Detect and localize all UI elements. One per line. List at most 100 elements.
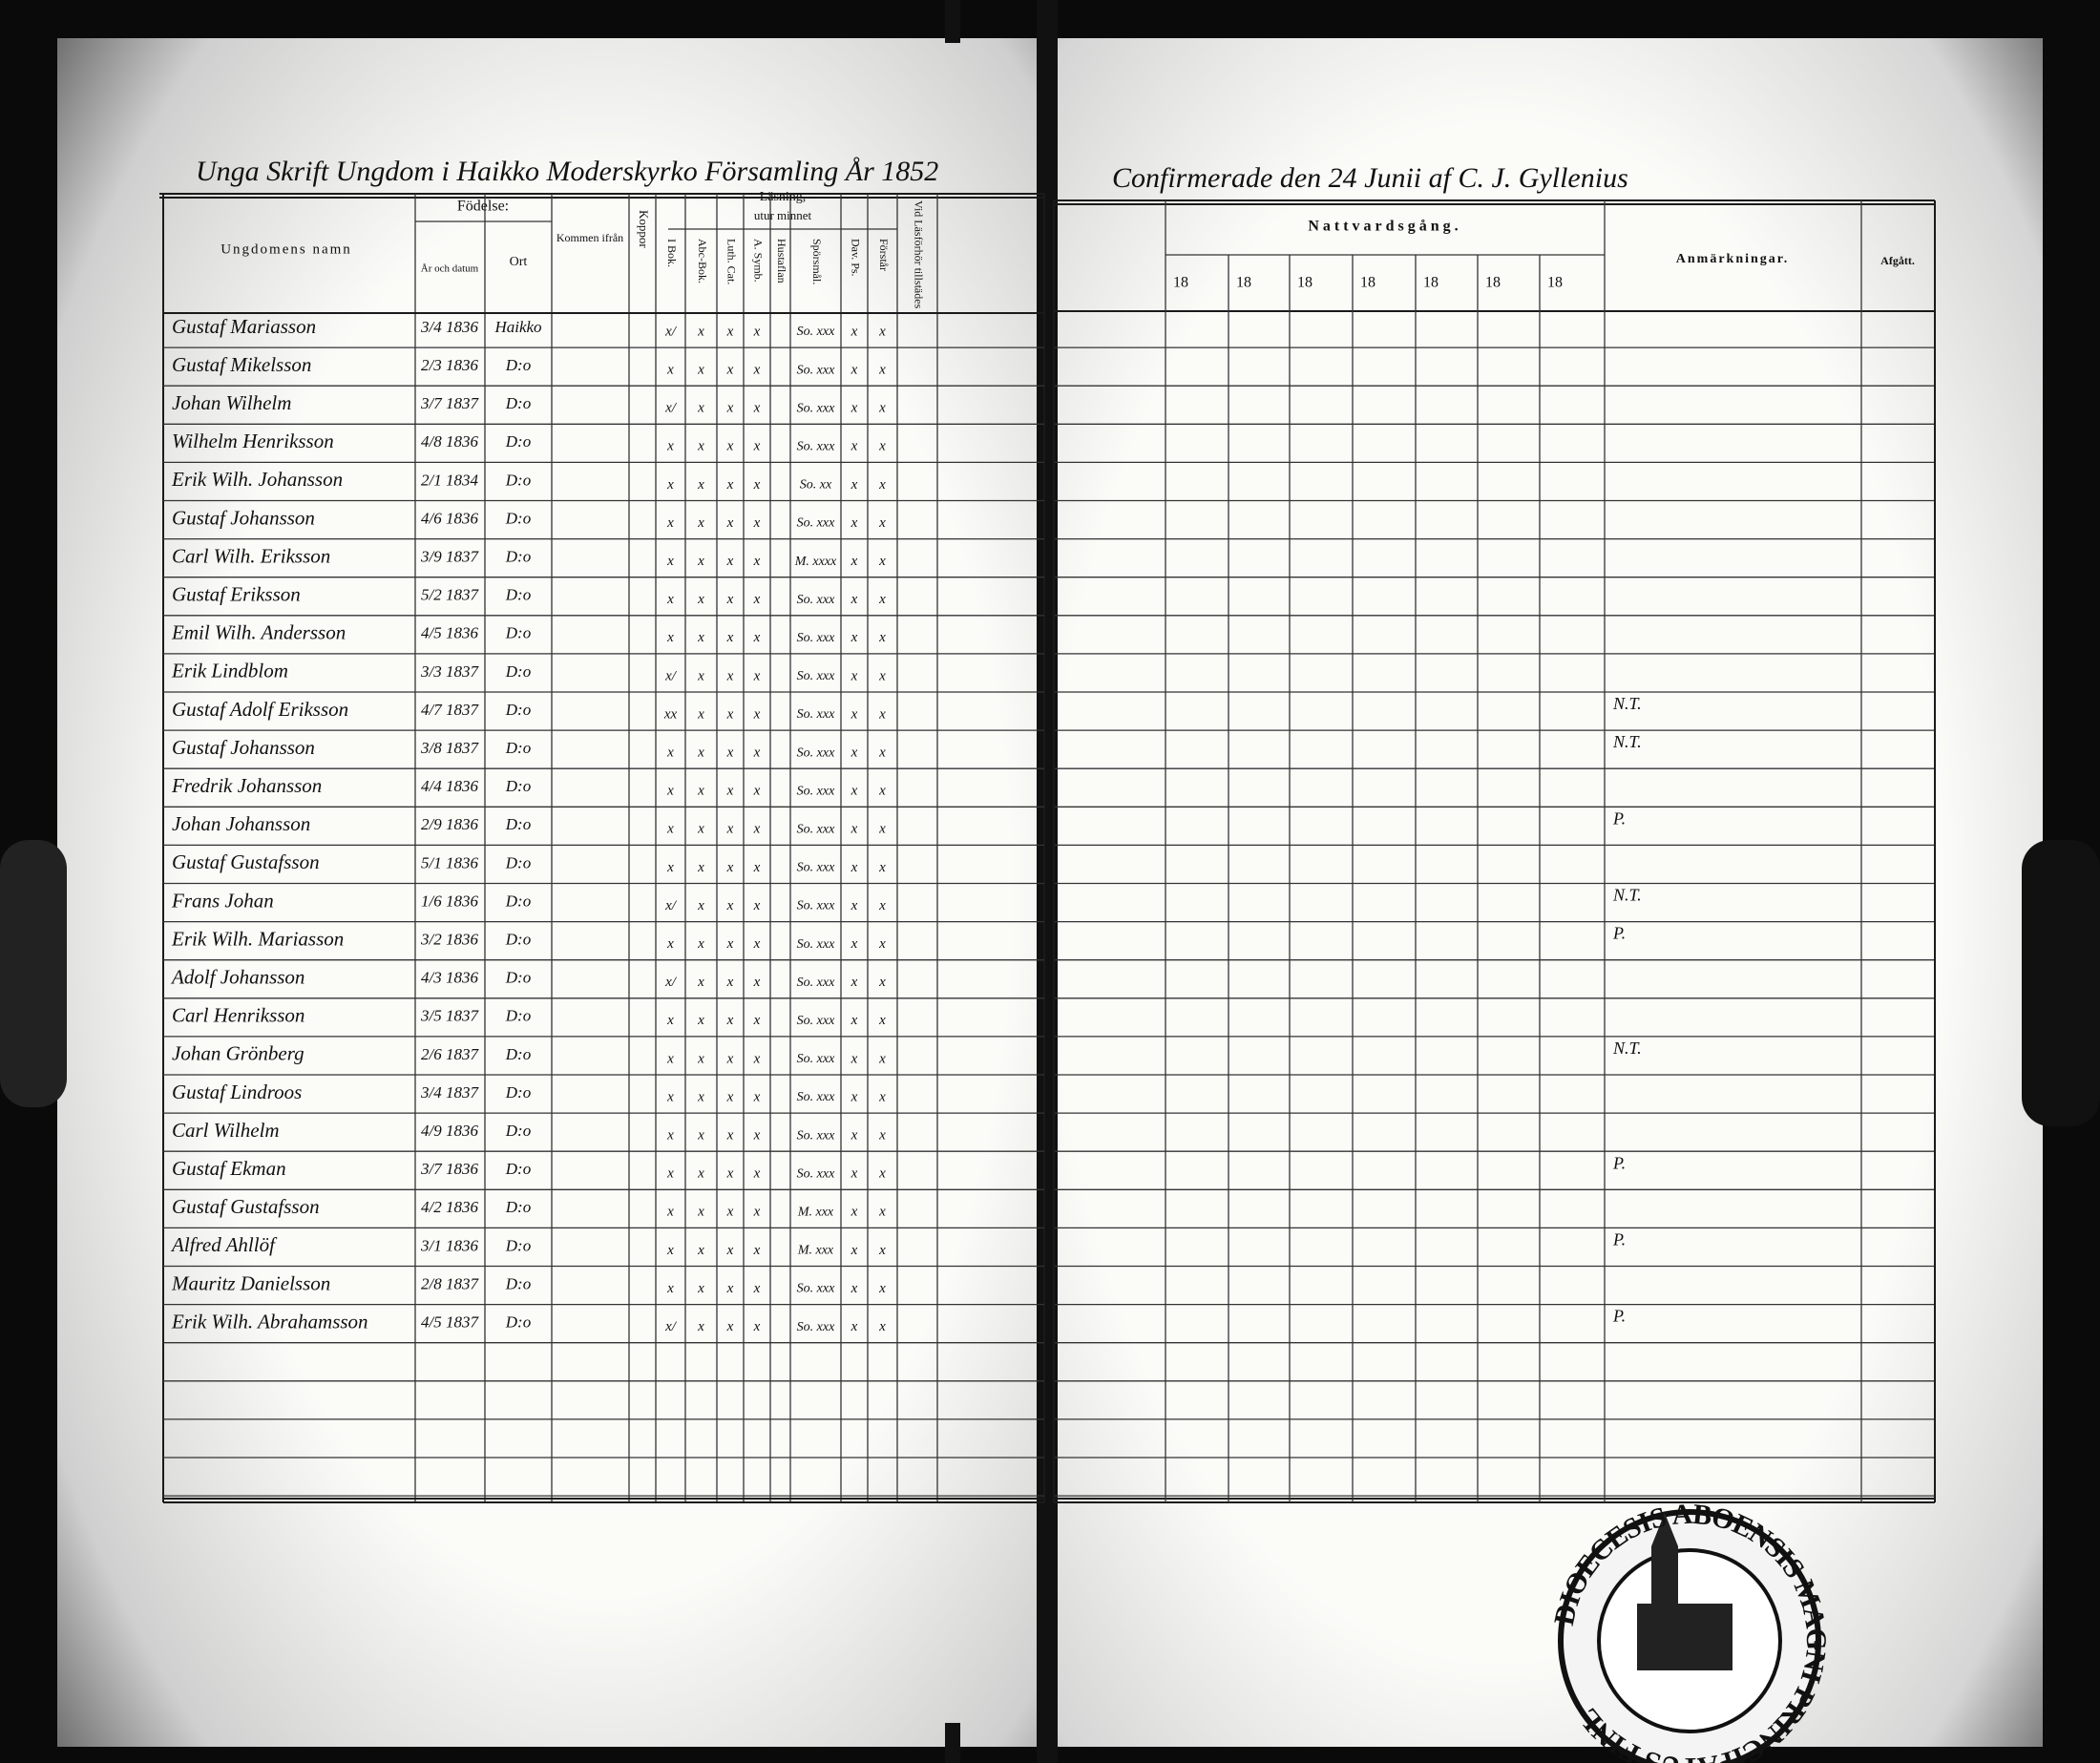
header-label: Dav. Ps. [849, 239, 862, 277]
pupil-name: Johan Wilhelm [172, 391, 291, 414]
reading-mark: x [753, 784, 761, 799]
pupil-name: Adolf Johansson [170, 966, 304, 989]
birth-place: Haikko [494, 318, 541, 336]
birth-date: 2/8 1837 [421, 1274, 479, 1292]
reading-mark: x [850, 1128, 858, 1144]
reading-mark: So. xxx [797, 861, 835, 875]
reading-mark: x [726, 515, 734, 531]
reading-mark: x [850, 784, 858, 799]
reading-mark: x/ [664, 324, 678, 339]
reading-mark: So. xxx [797, 325, 835, 339]
birth-place: D:o [505, 1236, 531, 1254]
year-label: 18 [1236, 275, 1251, 291]
birth-date: 3/7 1836 [420, 1160, 478, 1178]
reading-mark: x [878, 706, 886, 722]
reading-mark: x [666, 515, 674, 531]
reading-mark: x [878, 363, 886, 378]
remark: N.T. [1612, 886, 1642, 905]
reading-mark: x [753, 898, 761, 913]
reading-mark: x [726, 1281, 734, 1296]
birth-date: 2/1 1834 [421, 471, 478, 489]
birth-date: 3/7 1837 [420, 394, 479, 412]
reading-mark: x [850, 1281, 858, 1296]
pupil-name: Fredrik Johansson [171, 774, 322, 797]
reading-mark: x [666, 1243, 674, 1258]
reading-mark: x [726, 745, 734, 761]
reading-mark: x [878, 1243, 886, 1258]
header-label: Ort [510, 255, 528, 269]
reading-mark: x [697, 1128, 704, 1144]
birth-place: D:o [505, 777, 531, 795]
birth-date: 2/3 1836 [421, 356, 478, 374]
pupil-name: Carl Wilh. Eriksson [172, 544, 330, 567]
reading-mark: M. xxxx [794, 555, 837, 569]
birth-date: 3/3 1837 [420, 662, 479, 681]
reading-mark: xx [663, 706, 678, 722]
pupil-name: Wilhelm Henriksson [172, 430, 334, 452]
header-label: Luth. Cat. [724, 239, 738, 284]
birth-place: D:o [505, 509, 531, 527]
reading-mark: So. xxx [797, 440, 835, 454]
pupil-name: Mauritz Danielsson [171, 1271, 330, 1294]
reading-mark: x [878, 1128, 886, 1144]
reading-mark: x [726, 822, 734, 837]
clip [945, 1723, 960, 1763]
reading-mark: M. xxx [797, 1206, 834, 1220]
reading-mark: x [697, 592, 704, 607]
reading-mark: x [878, 630, 886, 645]
reading-mark: x [726, 630, 734, 645]
pupil-name: Frans Johan [171, 889, 274, 912]
birth-date: 5/2 1837 [421, 586, 479, 604]
reading-mark: x [878, 1166, 886, 1182]
reading-mark: x [666, 592, 674, 607]
pupil-name: Johan Johansson [172, 812, 310, 835]
left-page [57, 38, 1050, 1747]
year-label: 18 [1173, 275, 1188, 291]
birth-place: D:o [505, 931, 531, 949]
birth-date: 4/9 1836 [421, 1122, 478, 1140]
reading-mark: x [878, 1089, 886, 1104]
header-label: A. Symb. [751, 239, 765, 283]
header-label: Koppor [637, 210, 651, 248]
reading-mark: x [666, 554, 674, 569]
reading-mark: x [697, 898, 704, 913]
reading-mark: x/ [664, 1319, 678, 1334]
pupil-name: Johan Grönberg [172, 1042, 304, 1065]
reading-mark: x [850, 554, 858, 569]
reading-mark: x [726, 1166, 734, 1182]
reading-mark: x [697, 822, 704, 837]
birth-place: D:o [505, 1007, 531, 1025]
reading-mark: x [666, 1051, 674, 1066]
reading-mark: x [753, 1281, 761, 1296]
reading-mark: x [726, 401, 734, 416]
reading-mark: x [878, 898, 886, 913]
reading-mark: x [697, 477, 704, 493]
pupil-name: Gustaf Gustafsson [172, 850, 320, 873]
birth-date: 4/4 1836 [421, 777, 478, 795]
reading-mark: x [878, 1051, 886, 1066]
reading-mark: x [666, 630, 674, 645]
reading-mark: x [726, 363, 734, 378]
birth-place: D:o [505, 853, 531, 871]
spire [1651, 1513, 1678, 1546]
reading-mark: x [878, 1013, 886, 1028]
reading-mark: x [878, 554, 886, 569]
spine [1037, 0, 1058, 1763]
church [1637, 1604, 1732, 1670]
birth-date: 3/4 1836 [420, 318, 478, 336]
reading-mark: x [850, 630, 858, 645]
reading-mark: x [850, 1089, 858, 1104]
birth-place: D:o [505, 701, 531, 719]
reading-mark: x [850, 936, 858, 952]
reading-mark: x [666, 1013, 674, 1028]
reading-mark: x [697, 860, 704, 875]
reading-mark: x [753, 1089, 761, 1104]
right-heading: Confirmerade den 24 Junii af C. J. Gylle… [1112, 162, 1628, 194]
reading-mark: x [666, 745, 674, 761]
reading-mark: x [697, 554, 704, 569]
reading-mark: x [726, 439, 734, 454]
reading-mark: So. xxx [797, 1014, 835, 1028]
pupil-name: Carl Henriksson [172, 1004, 304, 1027]
